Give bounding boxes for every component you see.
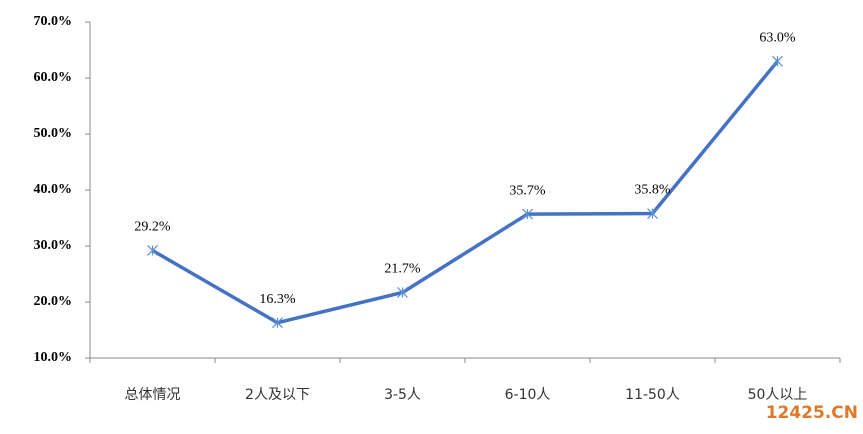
y-tick-label: 40.0% bbox=[34, 182, 73, 197]
x-tick-label: 6-10人 bbox=[505, 387, 551, 403]
value-label: 35.8% bbox=[634, 183, 671, 198]
marker bbox=[647, 208, 658, 219]
y-tick-label: 30.0% bbox=[34, 238, 73, 253]
value-label: 29.2% bbox=[134, 220, 171, 235]
x-tick-label: 11-50人 bbox=[625, 387, 680, 403]
watermark: 12425.CN bbox=[766, 403, 858, 423]
y-tick-label: 60.0% bbox=[34, 70, 73, 85]
y-tick-label: 50.0% bbox=[34, 126, 73, 141]
x-tick-label: 2人及以下 bbox=[245, 387, 310, 403]
marker bbox=[272, 317, 283, 329]
x-tick-label: 3-5人 bbox=[384, 387, 421, 403]
marker bbox=[772, 55, 783, 67]
x-tick-label: 50人以上 bbox=[748, 387, 808, 403]
value-label: 16.3% bbox=[259, 292, 296, 307]
y-tick-label: 20.0% bbox=[34, 294, 73, 309]
line bbox=[151, 60, 779, 325]
marker bbox=[397, 287, 408, 298]
value-label: 35.7% bbox=[509, 183, 546, 198]
value-label: 21.7% bbox=[384, 262, 421, 277]
marker bbox=[522, 208, 533, 220]
x-tick-label: 总体情况 bbox=[125, 387, 181, 403]
marker bbox=[147, 245, 158, 256]
value-label: 63.0% bbox=[759, 30, 796, 45]
y-tick-label: 10.0% bbox=[34, 350, 73, 365]
y-tick-label: 70.0% bbox=[34, 14, 73, 29]
